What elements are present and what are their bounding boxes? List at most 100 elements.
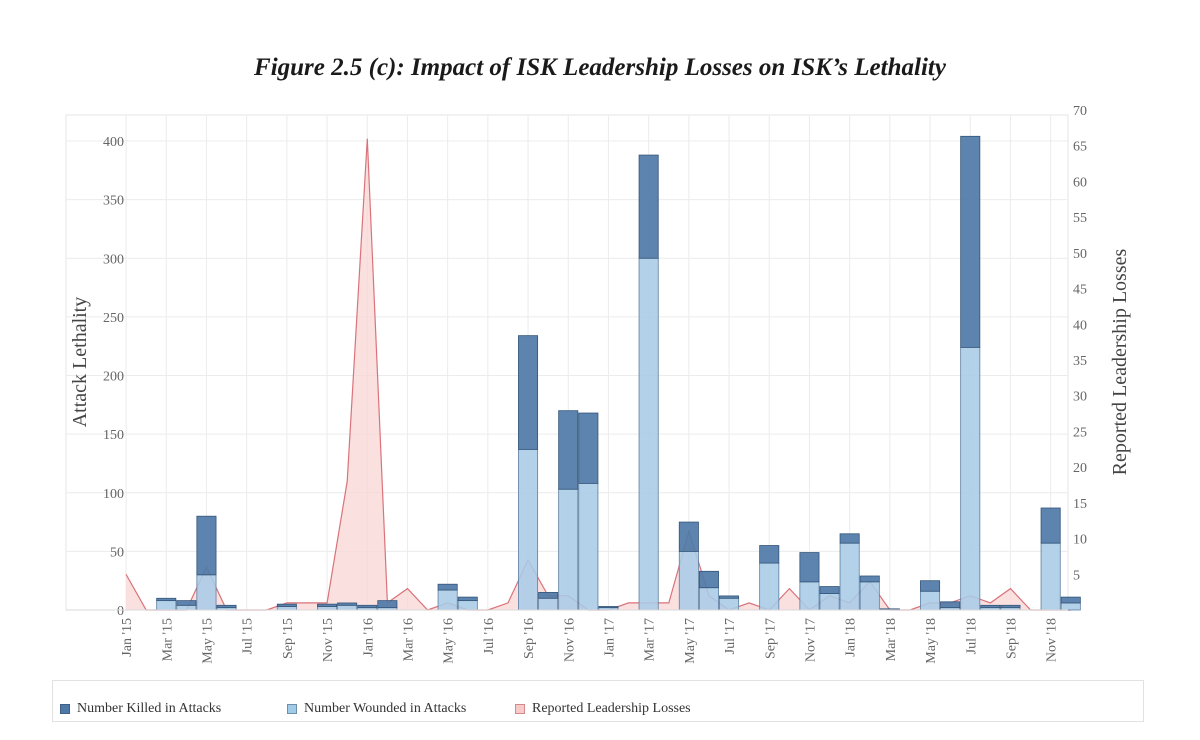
- bar-killed: [216, 604, 237, 609]
- bar-killed: [859, 575, 880, 583]
- axis-layer: 0 50 100 150 200 250 300 350 400 5 10 15 20 25 30 35 40 4…: [66, 104, 1087, 664]
- y-tick-label: 400: [103, 135, 124, 150]
- y-tick-label: 250: [103, 311, 124, 326]
- x-tick-label: Mar '16: [401, 618, 416, 661]
- bar-layer: [156, 135, 1081, 611]
- y-tick-label: 350: [103, 194, 124, 209]
- bar-killed: [518, 335, 539, 450]
- bar-killed: [558, 410, 579, 490]
- x-tick-label: Sep '18: [1004, 618, 1019, 659]
- bar-wounded: [156, 600, 177, 611]
- y2-tick-label: 65: [1073, 140, 1087, 155]
- bar-killed: [980, 604, 1001, 609]
- y2-tick-label: 5: [1073, 568, 1080, 583]
- bar-wounded: [176, 604, 197, 611]
- bar-killed: [638, 154, 659, 259]
- bar-killed: [1060, 596, 1081, 604]
- y2-tick-label: 50: [1073, 247, 1087, 262]
- bar-wounded: [558, 488, 579, 611]
- bar-killed: [819, 586, 840, 594]
- y-tick-label: 200: [103, 370, 124, 385]
- y2-tick-label: 25: [1073, 425, 1087, 440]
- bar-wounded: [196, 574, 217, 611]
- bar-wounded: [698, 587, 719, 611]
- x-tick-label: Sep '16: [522, 618, 537, 659]
- bar-killed: [1040, 507, 1061, 544]
- x-tick-label: Sep '15: [281, 618, 296, 659]
- bar-wounded: [276, 606, 297, 611]
- x-tick-label: May '15: [200, 618, 215, 664]
- y-tick-label: 50: [110, 545, 124, 560]
- bar-wounded: [799, 581, 820, 611]
- legend: Number Killed in Attacks Number Wounded …: [52, 680, 1144, 722]
- bar-wounded: [719, 597, 740, 611]
- bar-wounded: [317, 606, 338, 611]
- x-tick-label: Jan '16: [361, 618, 376, 657]
- leadership-loss-line: [125, 138, 1071, 611]
- bar-wounded: [839, 542, 860, 611]
- legend-item-leadership[interactable]: Reported Leadership Losses: [515, 701, 691, 717]
- y-tick-label: 150: [103, 428, 124, 443]
- y2-tick-label: 60: [1073, 175, 1087, 190]
- bar-killed: [759, 545, 780, 564]
- y2-tick-label: 10: [1073, 533, 1087, 548]
- bar-killed: [920, 580, 941, 592]
- legend-label-wounded: Number Wounded in Attacks: [304, 701, 467, 716]
- bar-killed: [799, 552, 820, 583]
- bar-wounded: [759, 562, 780, 611]
- legend-swatch-wounded: [287, 704, 297, 714]
- chart-title: Figure 2.5 (c): Impact of ISK Leadership…: [254, 54, 946, 81]
- bar-killed: [357, 604, 378, 609]
- x-tick-label: Jul '15: [241, 618, 256, 654]
- x-tick-label: Jul '16: [482, 618, 497, 654]
- y2-tick-label: 55: [1073, 211, 1087, 226]
- legend-item-killed[interactable]: Number Killed in Attacks: [60, 701, 221, 717]
- y2-tick-label: 40: [1073, 318, 1087, 333]
- bar-killed: [598, 606, 619, 609]
- legend-label-leadership: Reported Leadership Losses: [532, 701, 691, 716]
- bar-wounded: [578, 482, 599, 611]
- bar-killed: [678, 521, 699, 552]
- x-tick-label: Jan '18: [844, 618, 859, 657]
- bar-wounded: [859, 581, 880, 611]
- bar-killed: [176, 600, 197, 606]
- y2-tick-label: 70: [1073, 104, 1087, 119]
- x-tick-label: Sep '17: [763, 618, 778, 659]
- bar-wounded: [638, 257, 659, 611]
- bar-wounded: [1060, 602, 1081, 611]
- y2-tick-label: 45: [1073, 283, 1087, 298]
- leadership-loss-area-layer: [125, 138, 1071, 611]
- y2-tick-label: 35: [1073, 354, 1087, 369]
- x-tick-label: Jan '15: [120, 618, 135, 657]
- legend-item-wounded[interactable]: Number Wounded in Attacks: [287, 701, 466, 717]
- x-tick-label: May '16: [442, 618, 457, 664]
- bar-killed: [538, 592, 559, 599]
- x-tick-label: Nov '17: [803, 618, 818, 662]
- y2-axis-title: Reported Leadership Losses: [1109, 248, 1131, 475]
- bar-wounded: [457, 600, 478, 611]
- y2-tick-label: 15: [1073, 497, 1087, 512]
- bar-killed: [698, 570, 719, 589]
- bar-killed: [337, 602, 358, 606]
- x-tick-label: Jan '17: [602, 618, 617, 657]
- bar-wounded: [337, 604, 358, 611]
- x-tick-label: Nov '18: [1045, 618, 1060, 662]
- y-tick-label: 0: [117, 604, 124, 619]
- bar-killed: [276, 603, 297, 607]
- bar-killed: [437, 583, 458, 591]
- x-tick-label: Mar '17: [643, 618, 658, 661]
- bar-wounded: [538, 597, 559, 611]
- y-tick-label: 300: [103, 252, 124, 267]
- bar-killed: [578, 412, 599, 484]
- x-tick-label: May '18: [924, 618, 939, 664]
- bar-wounded: [437, 589, 458, 611]
- legend-label-killed: Number Killed in Attacks: [77, 701, 222, 716]
- x-tick-label: Jul '18: [964, 618, 979, 654]
- bar-killed: [940, 601, 961, 609]
- bar-killed: [377, 600, 398, 609]
- bar-killed: [156, 597, 177, 602]
- bar-killed: [719, 595, 740, 599]
- bar-wounded: [960, 346, 981, 611]
- legend-swatch-killed: [60, 704, 70, 714]
